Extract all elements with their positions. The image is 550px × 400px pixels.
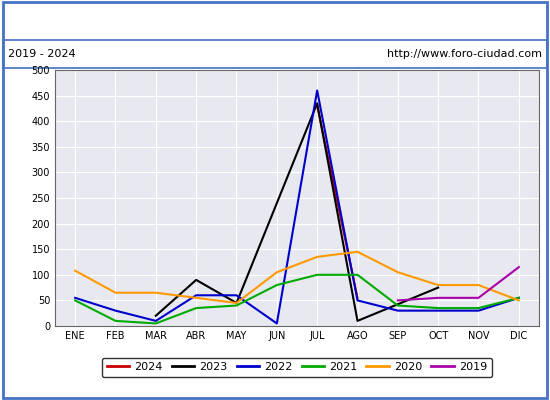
Legend: 2024, 2023, 2022, 2021, 2020, 2019: 2024, 2023, 2022, 2021, 2020, 2019	[102, 358, 492, 377]
Text: Evolucion Nº Turistas Nacionales en el municipio de Albalatillo: Evolucion Nº Turistas Nacionales en el m…	[31, 12, 519, 26]
Text: 2019 - 2024: 2019 - 2024	[8, 49, 76, 59]
Text: http://www.foro-ciudad.com: http://www.foro-ciudad.com	[387, 49, 542, 59]
